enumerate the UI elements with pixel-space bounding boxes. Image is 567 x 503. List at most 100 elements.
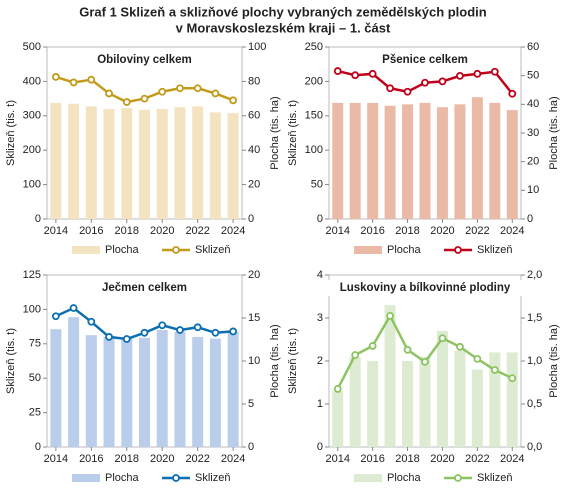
x-tick-label: 2020 bbox=[150, 453, 174, 465]
point bbox=[351, 71, 360, 80]
y-tick-label: 0 bbox=[35, 441, 41, 453]
chart-title-bg bbox=[323, 280, 527, 296]
point bbox=[229, 96, 238, 105]
point bbox=[438, 77, 447, 86]
x-tick-label: 2018 bbox=[115, 225, 139, 237]
y2-tick-label: 10 bbox=[248, 355, 260, 367]
legend-label: Sklizeň bbox=[195, 244, 230, 256]
point bbox=[403, 87, 412, 96]
y-tick-label: 75 bbox=[29, 338, 41, 350]
x-tick-label: 2018 bbox=[395, 225, 419, 237]
y-tick-label: 2 bbox=[317, 355, 323, 367]
point bbox=[456, 342, 464, 351]
chart-title-bg bbox=[98, 280, 191, 296]
point bbox=[386, 311, 394, 320]
bar bbox=[349, 102, 361, 219]
y2-tick-label: 60 bbox=[248, 110, 260, 122]
point bbox=[140, 94, 149, 103]
point bbox=[51, 73, 60, 81]
point bbox=[158, 321, 167, 330]
x-tick-label: 2016 bbox=[79, 453, 103, 465]
bar bbox=[489, 102, 501, 219]
y2-tick-label: 100 bbox=[248, 41, 266, 53]
bar bbox=[471, 369, 483, 447]
x-tick-label: 2014 bbox=[44, 453, 68, 465]
bar bbox=[419, 102, 431, 219]
y2-tick-label: 0 bbox=[527, 213, 533, 225]
bar bbox=[332, 391, 344, 447]
point bbox=[158, 87, 167, 96]
x-tick-label: 2024 bbox=[221, 453, 245, 465]
y-tick-label: 300 bbox=[23, 110, 41, 122]
bar bbox=[85, 106, 97, 219]
y-axis-label: Sklizeň (tis. t) bbox=[5, 328, 17, 394]
point bbox=[105, 89, 113, 98]
y2-axis-label: Plocha (tis. ha) bbox=[548, 96, 560, 169]
point bbox=[176, 84, 184, 93]
legend-swatch bbox=[354, 474, 382, 482]
point bbox=[473, 354, 482, 363]
point bbox=[51, 312, 60, 321]
legend-label: Sklizeň bbox=[477, 244, 512, 256]
x-tick-label: 2018 bbox=[115, 453, 139, 465]
point bbox=[87, 75, 96, 84]
y2-tick-label: 40 bbox=[527, 98, 539, 110]
bar bbox=[332, 102, 344, 219]
bar bbox=[50, 102, 62, 219]
point bbox=[386, 84, 394, 93]
x-tick-label: 2016 bbox=[360, 453, 384, 465]
x-tick-label: 2020 bbox=[430, 453, 454, 465]
y2-tick-label: 0 bbox=[248, 441, 254, 453]
point bbox=[122, 98, 131, 106]
bar bbox=[402, 104, 414, 219]
y2-tick-label: 5 bbox=[248, 398, 254, 410]
y2-axis-label: Plocha (tis. ha) bbox=[548, 324, 560, 397]
point bbox=[403, 345, 412, 354]
y-axis-label: Sklizeň (tis. t) bbox=[5, 100, 17, 166]
point bbox=[333, 67, 342, 75]
y2-tick-label: 20 bbox=[248, 179, 260, 191]
x-tick-label: 2014 bbox=[325, 453, 349, 465]
y-tick-label: 1 bbox=[317, 398, 323, 410]
chart-title-bg bbox=[375, 52, 475, 68]
bar bbox=[454, 104, 466, 219]
x-tick-label: 2024 bbox=[500, 453, 524, 465]
x-tick-label: 2022 bbox=[465, 225, 489, 237]
y2-tick-label: 80 bbox=[248, 75, 260, 87]
bar bbox=[174, 331, 186, 447]
point bbox=[176, 326, 184, 334]
x-tick-label: 2014 bbox=[44, 225, 68, 237]
y2-tick-label: 0 bbox=[248, 213, 254, 225]
point bbox=[333, 385, 342, 393]
y2-tick-label: 20 bbox=[527, 156, 539, 168]
x-tick-label: 2024 bbox=[221, 225, 245, 237]
point bbox=[473, 69, 482, 78]
bar bbox=[384, 105, 396, 219]
y-tick-label: 100 bbox=[305, 144, 323, 156]
legend-label: Sklizeň bbox=[195, 472, 230, 484]
legend-point bbox=[454, 474, 462, 482]
legend-label: Plocha bbox=[105, 472, 140, 484]
y2-tick-label: 0,5 bbox=[527, 398, 542, 410]
point bbox=[438, 334, 447, 343]
chart-subtitle: v Moravskoslezském kraji – 1. část bbox=[176, 20, 391, 35]
y-tick-label: 25 bbox=[29, 407, 41, 419]
bar bbox=[156, 108, 168, 219]
legend-swatch bbox=[72, 246, 100, 254]
y-tick-label: 0 bbox=[35, 213, 41, 225]
y2-axis-label: Plocha (tis. ha) bbox=[269, 324, 281, 397]
point bbox=[490, 366, 499, 374]
bar bbox=[227, 113, 239, 219]
bar bbox=[506, 352, 518, 447]
legend-label: Plocha bbox=[387, 472, 422, 484]
point bbox=[193, 84, 202, 93]
bar bbox=[156, 330, 168, 447]
bar bbox=[68, 317, 80, 447]
bar bbox=[436, 107, 448, 219]
bar bbox=[103, 108, 115, 219]
y-tick-label: 500 bbox=[23, 41, 41, 53]
x-tick-label: 2016 bbox=[79, 225, 103, 237]
bar bbox=[121, 337, 133, 447]
x-tick-label: 2018 bbox=[395, 453, 419, 465]
bar bbox=[402, 361, 414, 447]
